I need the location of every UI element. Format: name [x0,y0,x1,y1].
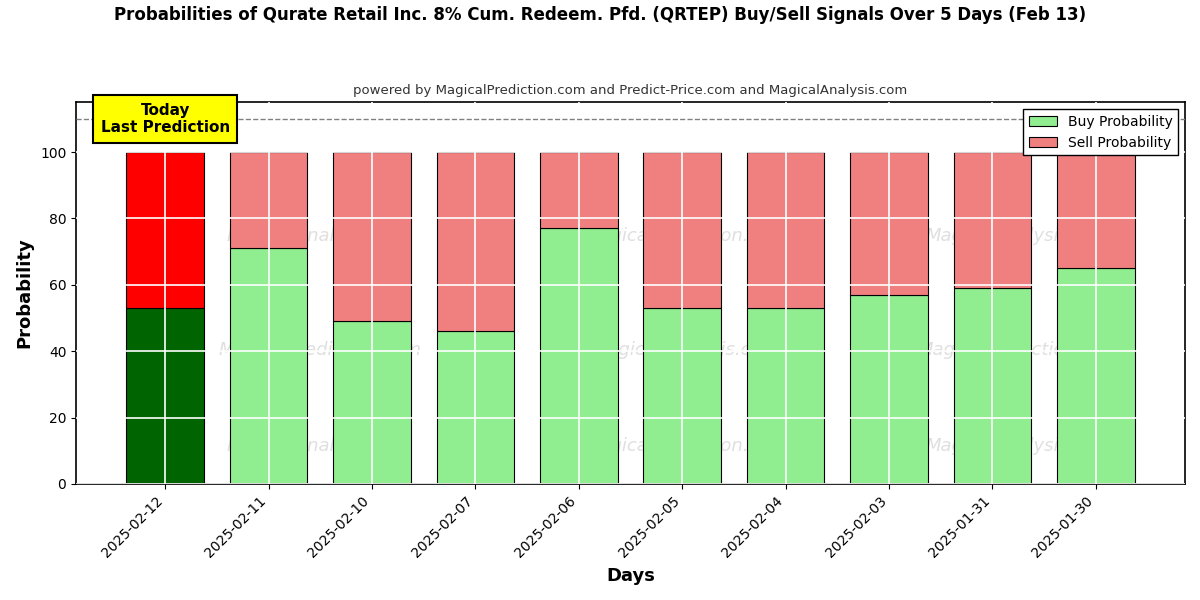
Bar [851,295,928,484]
Text: MagicalAnalysis.com: MagicalAnalysis.com [925,227,1112,245]
Bar [230,248,307,484]
Bar [126,152,204,308]
Bar [334,152,410,321]
Text: MagicalPrediction.com: MagicalPrediction.com [218,341,421,359]
Bar [1057,152,1134,268]
Bar [437,152,514,331]
Bar [334,321,410,484]
Bar [954,152,1031,288]
Bar [230,152,307,248]
Bar [1057,268,1134,484]
Text: MagicalPrediction.com: MagicalPrediction.com [917,341,1120,359]
Text: MagicalAnalysis.com: MagicalAnalysis.com [593,341,780,359]
Text: MagicalAnalysis.com: MagicalAnalysis.com [227,227,414,245]
Text: MagicalPrediction.com: MagicalPrediction.com [584,227,787,245]
Bar [851,152,928,295]
X-axis label: Days: Days [606,567,655,585]
Text: MagicalPrediction.com: MagicalPrediction.com [584,437,787,455]
Bar [437,331,514,484]
Bar [643,152,721,308]
Legend: Buy Probability, Sell Probability: Buy Probability, Sell Probability [1024,109,1178,155]
Y-axis label: Probability: Probability [14,238,32,349]
Title: powered by MagicalPrediction.com and Predict-Price.com and MagicalAnalysis.com: powered by MagicalPrediction.com and Pre… [353,84,907,97]
Text: Probabilities of Qurate Retail Inc. 8% Cum. Redeem. Pfd. (QRTEP) Buy/Sell Signal: Probabilities of Qurate Retail Inc. 8% C… [114,6,1086,24]
Text: Today
Last Prediction: Today Last Prediction [101,103,230,135]
Bar [126,308,204,484]
Bar [954,288,1031,484]
Text: MagicalAnalysis.com: MagicalAnalysis.com [925,437,1112,455]
Bar [540,152,618,229]
Bar [540,229,618,484]
Bar [746,308,824,484]
Text: MagicalAnalysis.com: MagicalAnalysis.com [227,437,414,455]
Bar [643,308,721,484]
Bar [746,152,824,308]
